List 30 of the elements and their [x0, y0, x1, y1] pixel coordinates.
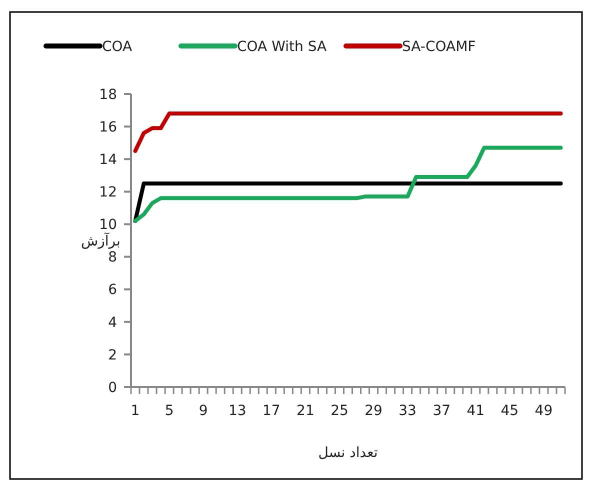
line-series	[133, 112, 563, 153]
y-axis-title: برآزش	[81, 232, 120, 250]
legend-label: COA With SA	[237, 39, 327, 55]
x-tick-label: 49	[534, 403, 553, 419]
x-tick-label: 45	[500, 403, 519, 419]
y-tick-label: 12	[99, 184, 117, 201]
y-tick-label: 8	[108, 250, 117, 266]
x-tick-label: 29	[364, 403, 382, 419]
x-tick-label: 21	[296, 403, 314, 419]
y-tick-label: 0	[108, 380, 117, 396]
x-tick-label: 5	[164, 403, 174, 419]
y-tick-label: 14	[99, 152, 118, 168]
x-tick-label: 37	[432, 403, 451, 419]
x-tick-label: 13	[228, 403, 246, 419]
x-tick-label: 9	[198, 403, 208, 419]
x-tick-label: 41	[466, 403, 485, 419]
x-tick-label: 25	[330, 403, 348, 419]
line-series	[133, 146, 563, 223]
legend-label: COA	[102, 39, 133, 55]
y-tick-label: 16	[99, 119, 118, 136]
legend-label: SA-COAMF	[402, 39, 476, 55]
x-tick-label: 33	[398, 403, 416, 419]
x-axis-title: تعداد نسل	[318, 445, 378, 461]
x-tick-label: 17	[262, 403, 280, 419]
y-tick-label: 6	[108, 282, 118, 298]
y-tick-label: 2	[108, 347, 117, 364]
y-tick-label: 4	[108, 314, 118, 331]
y-tick-label: 10	[99, 217, 117, 234]
y-tick-label: 18	[99, 86, 117, 103]
x-tick-label: 1	[130, 403, 140, 419]
